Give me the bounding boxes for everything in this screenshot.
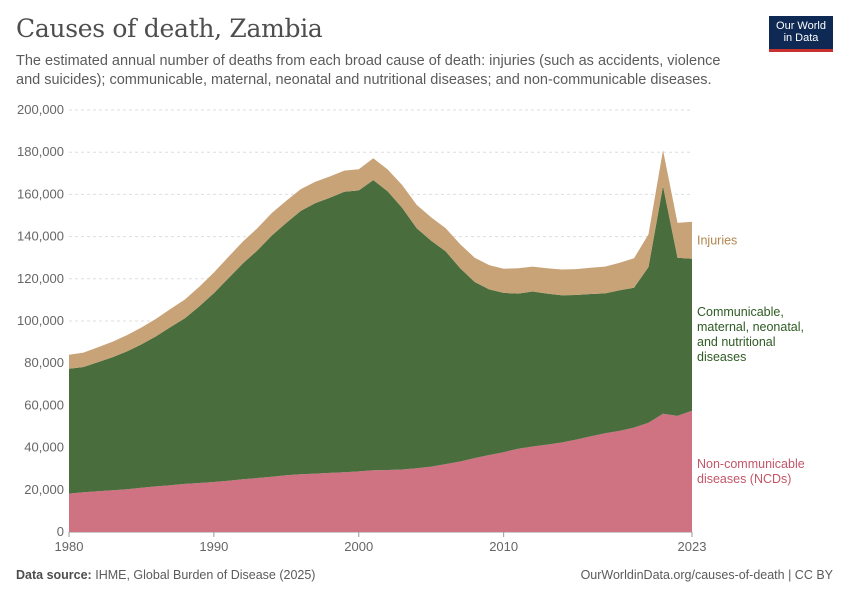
footer-url[interactable]: OurWorldinData.org/causes-of-death | CC …: [580, 568, 833, 582]
y-tick-label: 0: [57, 524, 64, 539]
y-tick-label: 80,000: [24, 355, 64, 370]
x-tick-label: 2010: [489, 539, 518, 554]
series-label: and nutritional: [697, 335, 776, 349]
x-tick-label: 2023: [678, 539, 707, 554]
series-label: diseases (NCDs): [697, 472, 791, 486]
data-source: Data source: IHME, Global Burden of Dise…: [16, 568, 315, 582]
y-tick-label: 40,000: [24, 440, 64, 455]
y-tick-label: 100,000: [17, 313, 64, 328]
y-tick-label: 60,000: [24, 397, 64, 412]
series-label: Injuries: [697, 233, 737, 247]
area-series-2[interactable]: [69, 150, 692, 369]
x-tick-label: 1980: [55, 539, 84, 554]
series-label: Communicable,: [697, 305, 784, 319]
series-label: diseases: [697, 350, 746, 364]
y-tick-label: 160,000: [17, 186, 64, 201]
logo-line-2: in Data: [783, 32, 819, 44]
y-tick-label: 200,000: [17, 102, 64, 117]
x-tick-label: 1990: [199, 539, 228, 554]
y-tick-label: 180,000: [17, 144, 64, 159]
data-source-label: Data source:: [16, 568, 92, 582]
x-axis: 1980 1990 2000 2010 2023: [55, 532, 707, 554]
y-tick-label: 20,000: [24, 482, 64, 497]
chart-title: Causes of death, Zambia: [16, 14, 323, 43]
series-label: maternal, neonatal,: [697, 320, 804, 334]
stacked-areas: [69, 150, 692, 532]
owid-logo[interactable]: Our World in Data: [769, 16, 833, 52]
y-axis: 0 20,000 40,000 60,000 80,000 100,000 120,000 1…: [17, 102, 64, 539]
y-tick-label: 140,000: [17, 229, 64, 244]
logo-line-1: Our World: [776, 20, 826, 32]
area-series-1[interactable]: [69, 180, 692, 494]
data-source-text: IHME, Global Burden of Disease (2025): [95, 568, 316, 582]
area-series-0[interactable]: [69, 410, 692, 532]
y-tick-label: 120,000: [17, 271, 64, 286]
series-label: Non-communicable: [697, 457, 805, 471]
x-tick-label: 2000: [344, 539, 373, 554]
chart-subtitle: The estimated annual number of deaths fr…: [16, 53, 721, 88]
